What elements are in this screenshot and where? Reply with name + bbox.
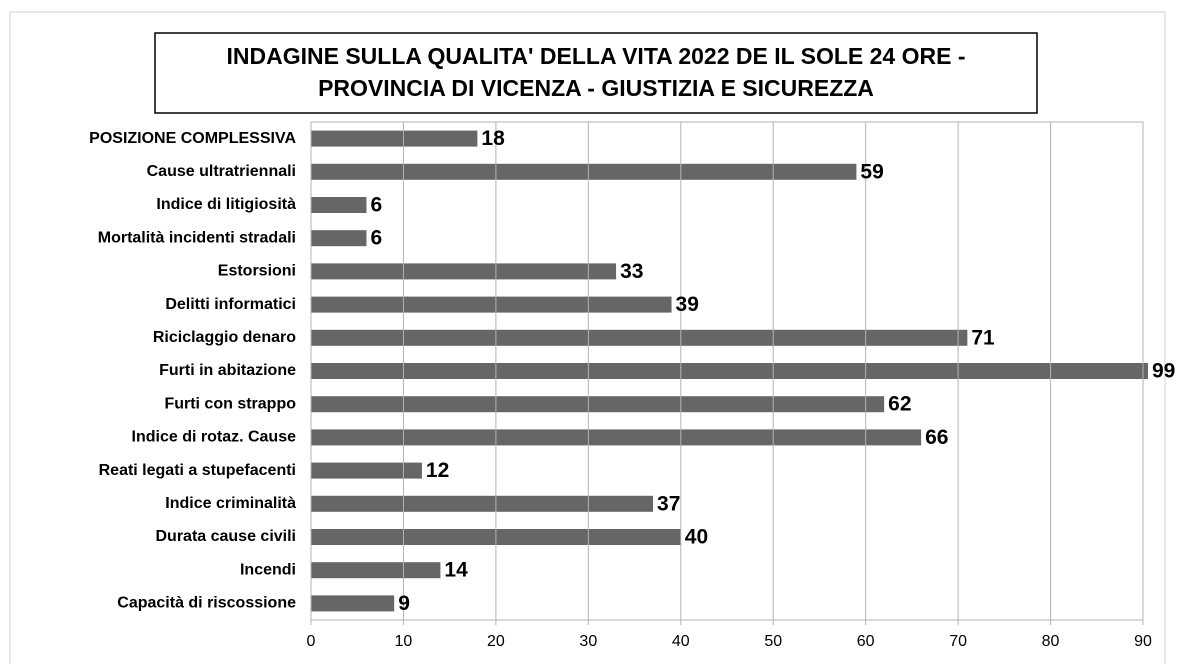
x-tick-label: 60 — [857, 633, 875, 650]
data-label: 9 — [398, 592, 410, 615]
y-tick-label: Indice criminalità — [165, 495, 296, 512]
bar — [311, 429, 922, 446]
y-tick-label: Cause ultratriennali — [147, 163, 296, 180]
bar — [311, 595, 395, 612]
y-tick-label: Incendi — [240, 561, 296, 578]
bar — [311, 363, 1148, 379]
bar — [311, 296, 672, 313]
title-box — [154, 32, 1038, 114]
chart-title: PROVINCIA DI VICENZA - GIUSTIZIA E SICUR… — [318, 75, 874, 101]
x-tick-label: 20 — [487, 633, 505, 650]
frame — [9, 11, 1166, 664]
data-label: 6 — [370, 227, 382, 250]
x-tick-label: 40 — [672, 633, 690, 650]
bar — [311, 197, 367, 213]
data-label: 39 — [676, 293, 699, 316]
y-tick-label: Indice di litigiosità — [156, 196, 296, 213]
bar — [311, 230, 367, 247]
y-tick-label: Riciclaggio denaro — [153, 329, 296, 346]
y-tick-label: Estorsioni — [218, 263, 296, 280]
chart-title: INDAGINE SULLA QUALITA' DELLA VITA 2022 … — [227, 43, 966, 69]
bar — [311, 495, 654, 512]
x-tick-label: 0 — [307, 633, 316, 650]
data-label: 33 — [620, 260, 643, 283]
y-tick-label: Furti in abitazione — [159, 362, 296, 379]
data-label: 71 — [971, 326, 995, 349]
data-label: 62 — [888, 393, 911, 416]
y-tick-label: Mortalità incidenti stradali — [98, 229, 296, 246]
bar — [311, 130, 478, 147]
data-label: 66 — [925, 426, 948, 449]
bar — [311, 462, 422, 479]
y-tick-label: POSIZIONE COMPLESSIVA — [89, 130, 296, 147]
x-tick-label: 90 — [1134, 633, 1152, 650]
data-label: 37 — [657, 492, 680, 515]
y-tick-label: Furti con strappo — [164, 395, 296, 412]
bar — [311, 163, 857, 180]
data-label: 18 — [481, 127, 505, 150]
data-label: 14 — [444, 559, 468, 582]
data-label: 6 — [370, 194, 382, 217]
x-tick-label: 30 — [579, 633, 597, 650]
y-tick-label: Indice di rotaz. Cause — [132, 429, 297, 446]
y-tick-label: Capacità di riscossione — [117, 595, 296, 612]
data-label: 59 — [860, 160, 883, 183]
bar — [311, 562, 441, 579]
x-tick-label: 80 — [1042, 633, 1060, 650]
y-tick-label: Reati legati a stupefacenti — [99, 462, 296, 479]
data-label: 40 — [685, 526, 708, 549]
y-tick-label: Durata cause civili — [155, 528, 296, 545]
bars — [311, 130, 1148, 612]
x-tick-label: 70 — [949, 633, 967, 650]
x-tick-label: 10 — [395, 633, 413, 650]
bar — [311, 396, 885, 413]
data-label: 99 — [1152, 360, 1175, 383]
data-label: 12 — [426, 459, 449, 482]
bar — [311, 263, 617, 280]
x-tick-label: 50 — [764, 633, 782, 650]
y-tick-label: Delitti informatici — [165, 296, 296, 313]
bar — [311, 329, 968, 346]
